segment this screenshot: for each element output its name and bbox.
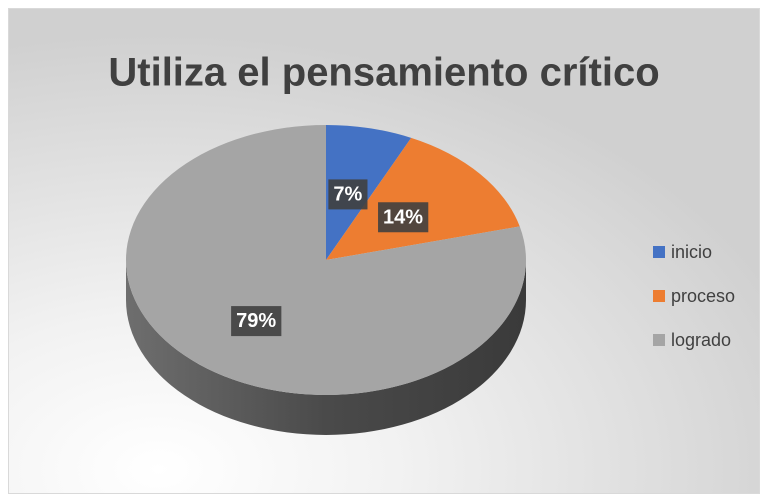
- legend-swatch: [653, 290, 665, 302]
- legend-label: inicio: [671, 242, 712, 262]
- legend-label: proceso: [671, 286, 735, 306]
- pie: [125, 125, 527, 435]
- data-label-box: [328, 179, 368, 210]
- data-label: 79%: [236, 310, 276, 332]
- legend-label: logrado: [671, 330, 731, 350]
- legend-swatch: [653, 334, 665, 346]
- pie-slice: [125, 125, 527, 396]
- data-label-box: [378, 202, 429, 233]
- chart-title: Utiliza el pensamiento crítico: [108, 51, 659, 95]
- pie-slice: [326, 125, 412, 260]
- data-label: 14%: [383, 206, 423, 228]
- legend-swatch: [653, 246, 665, 258]
- data-labels: 7% 14% 79%: [231, 179, 429, 337]
- legend: inicio proceso logrado: [653, 242, 735, 350]
- pie-side: [126, 260, 526, 435]
- data-label: 7%: [333, 183, 362, 205]
- data-label-box: [231, 306, 282, 337]
- pie-slice: [326, 137, 520, 260]
